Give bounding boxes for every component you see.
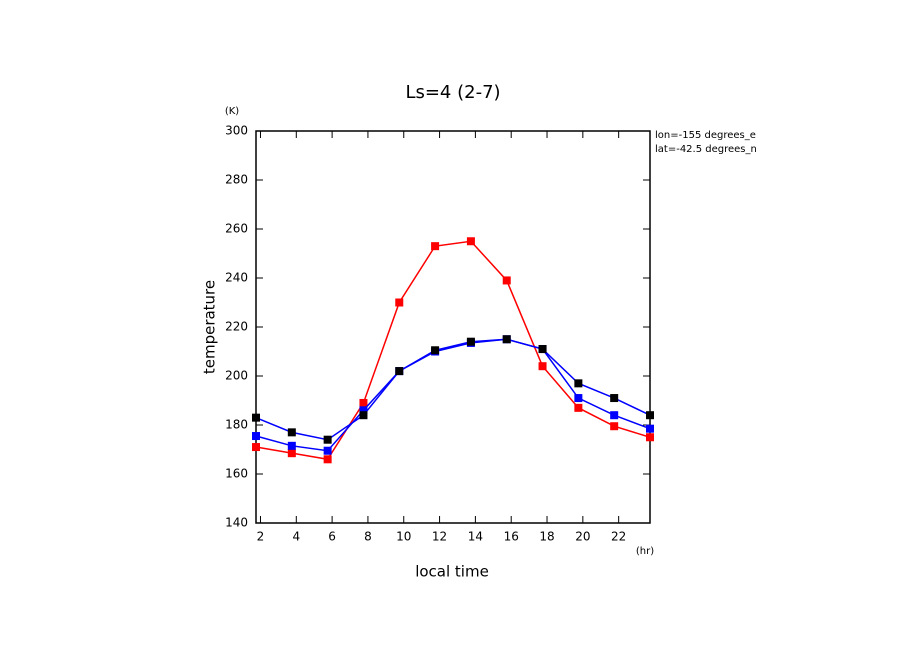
x-tick-label: 4 bbox=[292, 530, 300, 544]
annotation: lon=-155 degrees_e bbox=[655, 130, 756, 141]
point bbox=[252, 443, 260, 452]
x-tick-label: 20 bbox=[575, 530, 590, 544]
point bbox=[538, 345, 547, 354]
y-axis-label: temperature bbox=[201, 280, 219, 374]
point bbox=[574, 394, 583, 403]
series-line bbox=[255, 338, 651, 441]
x-tick-label: 6 bbox=[328, 530, 336, 544]
y-tick-label: 220 bbox=[225, 320, 248, 334]
point bbox=[610, 394, 619, 403]
point bbox=[287, 449, 296, 458]
x-tick-label: 22 bbox=[611, 530, 626, 544]
point bbox=[323, 435, 332, 444]
y-tick-label: 280 bbox=[225, 173, 248, 187]
y-tick-label: 200 bbox=[225, 369, 248, 383]
x-tick-label: 12 bbox=[432, 530, 447, 544]
x-tick-label: 10 bbox=[396, 530, 411, 544]
point bbox=[287, 441, 296, 450]
point bbox=[466, 237, 475, 246]
point bbox=[323, 455, 332, 464]
point bbox=[395, 298, 404, 307]
x-tick-label: 2 bbox=[257, 530, 265, 544]
x-unit: (hr) bbox=[636, 546, 654, 557]
y-tick-label: 240 bbox=[225, 271, 248, 285]
x-tick-label: 16 bbox=[504, 530, 519, 544]
x-tick-label: 8 bbox=[364, 530, 372, 544]
point bbox=[323, 446, 332, 455]
point bbox=[502, 335, 511, 344]
point bbox=[646, 433, 654, 442]
plot-frame bbox=[255, 130, 651, 524]
point bbox=[466, 337, 475, 346]
point bbox=[359, 411, 368, 420]
point bbox=[252, 413, 260, 422]
point bbox=[610, 422, 619, 431]
point bbox=[574, 379, 583, 388]
annotation: lat=-42.5 degrees_n bbox=[655, 144, 757, 155]
point bbox=[574, 403, 583, 412]
y-tick-label: 160 bbox=[225, 467, 248, 481]
point bbox=[610, 411, 619, 420]
point bbox=[395, 367, 404, 376]
y-unit: (K) bbox=[225, 106, 239, 117]
point bbox=[431, 242, 440, 251]
x-tick-label: 14 bbox=[468, 530, 483, 544]
point bbox=[359, 398, 368, 407]
point bbox=[431, 346, 440, 355]
point bbox=[646, 411, 654, 420]
point bbox=[287, 428, 296, 437]
series-line bbox=[255, 338, 651, 452]
y-tick-label: 140 bbox=[225, 516, 248, 530]
point bbox=[359, 406, 368, 415]
y-tick-label: 300 bbox=[225, 124, 248, 138]
y-tick-label: 180 bbox=[225, 418, 248, 432]
point bbox=[538, 362, 547, 371]
series-line bbox=[255, 240, 651, 461]
point bbox=[646, 424, 654, 433]
x-axis-label: local time bbox=[415, 563, 489, 581]
chart-title: Ls=4 (2-7) bbox=[405, 82, 500, 103]
y-tick-label: 260 bbox=[225, 222, 248, 236]
x-tick-label: 18 bbox=[539, 530, 554, 544]
point bbox=[502, 276, 511, 285]
point bbox=[252, 432, 260, 441]
